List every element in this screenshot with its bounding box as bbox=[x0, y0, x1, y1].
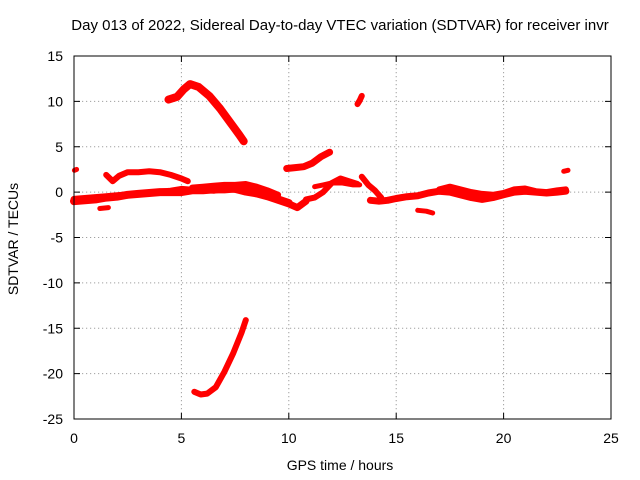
y-tick-label: 0 bbox=[55, 184, 63, 200]
grid bbox=[74, 56, 611, 419]
x-axis-label: GPS time / hours bbox=[287, 457, 394, 473]
series-blip-0 bbox=[71, 166, 80, 173]
x-tick-label: 15 bbox=[388, 430, 404, 446]
y-tick-label: -20 bbox=[43, 366, 63, 382]
series-arc-high-5 bbox=[164, 80, 248, 146]
chart-title: Day 013 of 2022, Sidereal Day-to-day VTE… bbox=[71, 17, 608, 34]
series-arc-low-6 bbox=[191, 317, 249, 398]
series-blip-22 bbox=[561, 167, 571, 174]
y-axis-label: SDTVAR / TECUs bbox=[5, 183, 21, 295]
series-blip-16 bbox=[415, 207, 436, 216]
y-tick-label: -10 bbox=[43, 275, 63, 291]
x-tick-label: 20 bbox=[496, 430, 512, 446]
y-tick-label: 5 bbox=[55, 139, 63, 155]
y-tick-label: -5 bbox=[51, 230, 64, 246]
series-arc-10-12-up bbox=[283, 148, 334, 172]
x-tick-label: 0 bbox=[70, 430, 78, 446]
y-tick-label: 10 bbox=[47, 93, 63, 109]
x-tick-label: 10 bbox=[281, 430, 297, 446]
y-tick-label: -15 bbox=[43, 320, 63, 336]
series-arc-upper-2 bbox=[103, 168, 191, 185]
y-tick-label: -25 bbox=[43, 411, 63, 427]
series-arc-evening-b bbox=[436, 183, 569, 198]
series-layer bbox=[70, 80, 571, 398]
series-arc-13-hump bbox=[358, 173, 385, 201]
x-tick-label: 25 bbox=[603, 430, 619, 446]
series-arc-11-13 bbox=[312, 180, 363, 190]
y-tick-label: 15 bbox=[47, 48, 63, 64]
tick-layer bbox=[73, 55, 612, 420]
x-tick-label: 5 bbox=[178, 430, 186, 446]
series-arc-13-spike bbox=[354, 92, 365, 108]
series-blip-1 bbox=[97, 205, 111, 211]
series-arc-baseline-2 bbox=[70, 184, 293, 207]
series-arc-5-8 bbox=[189, 181, 282, 198]
tick-label-layer: 0 5 10 15 20 25 15 10 5 0 -5 -10 -15 -20 -25 bbox=[43, 48, 619, 446]
